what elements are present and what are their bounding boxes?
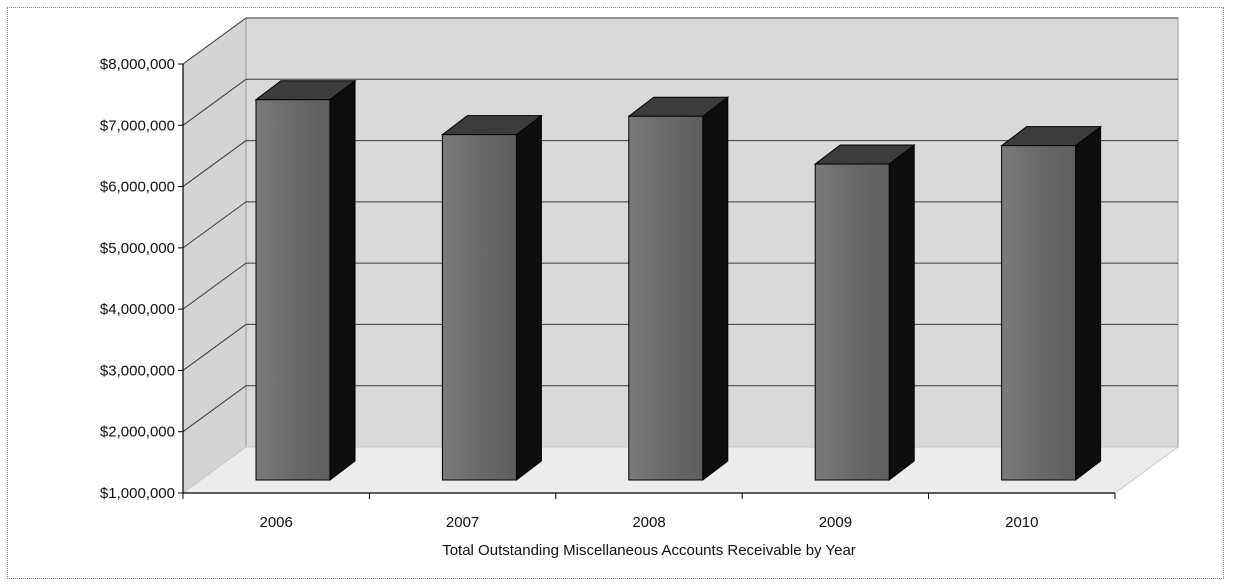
x-axis-title: Total Outstanding Miscellaneous Accounts… xyxy=(442,542,856,559)
gridline-side xyxy=(182,17,247,65)
y-tick-label: $2,000,000 xyxy=(100,424,175,441)
chart-frame xyxy=(7,7,1224,579)
y-tick-label: $8,000,000 xyxy=(100,56,175,73)
bar-side-face xyxy=(888,144,915,482)
bar-side-face xyxy=(1075,125,1102,482)
x-tick-label: 2008 xyxy=(632,514,665,531)
gridline-side xyxy=(182,262,247,310)
x-tick-label: 2010 xyxy=(1005,514,1038,531)
bar-front-face xyxy=(1001,145,1077,481)
bar-front-face xyxy=(255,99,331,481)
bar-2009 xyxy=(813,144,916,482)
bar-front-face xyxy=(441,134,517,481)
y-tick-label: $6,000,000 xyxy=(100,179,175,196)
gridline-side xyxy=(182,140,247,187)
axes xyxy=(178,63,1116,499)
gridline-side xyxy=(182,324,247,371)
bar-2006 xyxy=(254,79,357,482)
y-tick-label: $4,000,000 xyxy=(100,301,175,318)
bar-2007 xyxy=(440,114,543,482)
y-tick-label: $5,000,000 xyxy=(100,240,175,257)
side-wall xyxy=(182,17,247,494)
x-tick-label: 2007 xyxy=(446,514,479,531)
bar-front-face xyxy=(628,115,704,481)
y-tick-label: $3,000,000 xyxy=(100,362,175,379)
bar-side-face xyxy=(329,79,356,482)
bar-front-face xyxy=(814,163,890,481)
bars xyxy=(254,79,1103,482)
x-tick-label: 2009 xyxy=(819,514,852,531)
bar-2010 xyxy=(1000,125,1103,482)
gridline-side xyxy=(182,201,247,249)
x-tick-label: 2006 xyxy=(260,514,293,531)
gridline-side xyxy=(182,385,247,433)
y-tick-label: $1,000,000 xyxy=(100,485,175,502)
x-tick-labels: 2006 2007 2008 2009 2010 xyxy=(260,514,1039,531)
y-tick-label: $7,000,000 xyxy=(100,117,175,134)
bar-side-face xyxy=(515,114,542,482)
y-tick-labels: $1,000,000 $2,000,000 $3,000,000 $4,000,000… xyxy=(100,56,175,502)
bar-side-face xyxy=(702,96,729,482)
bar-2008 xyxy=(627,96,730,482)
gridline-side xyxy=(182,78,247,126)
